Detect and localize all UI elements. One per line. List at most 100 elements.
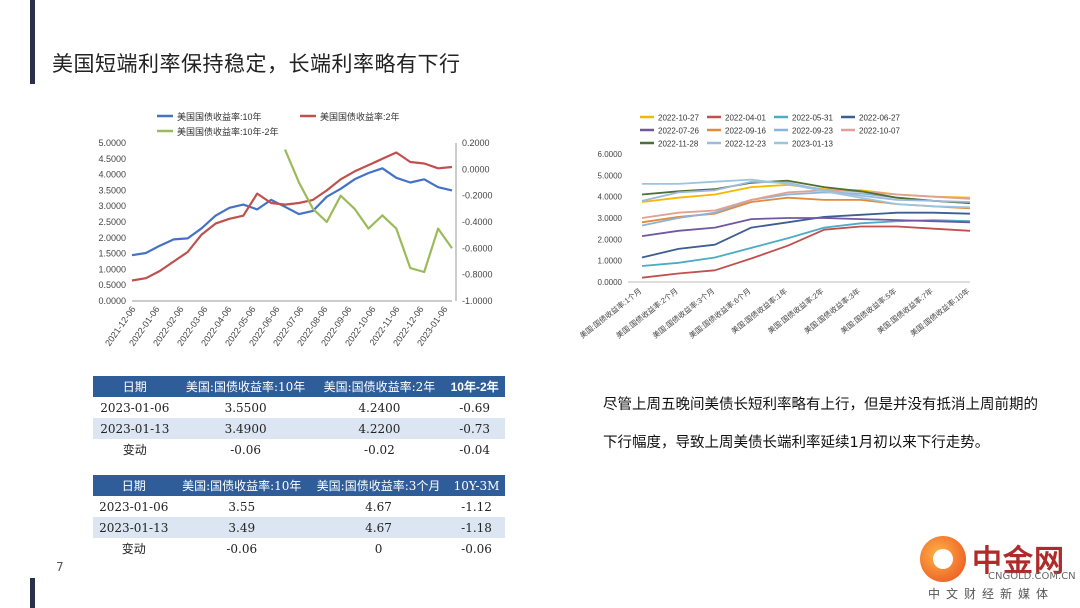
table-cell: 2023-01-06 [99,499,169,514]
y-tick-label: 4.0000 [598,193,623,202]
legend-label: 2022-09-16 [725,127,766,136]
series-line [283,149,453,274]
y-left-tick-label: 2.0000 [98,233,126,243]
y-left-tick-label: 2.5000 [98,217,126,227]
y-tick-label: 0.0000 [598,278,623,287]
table-row: 变动 -0.06 -0.02 -0.04 [93,439,505,460]
series-line [131,151,453,282]
table-cell: 4.2400 [358,400,401,415]
legend-label: 2022-05-31 [792,114,833,123]
series-line [641,180,971,203]
table-cell: 3.49 [174,517,309,538]
yield-curve-chart: 2022-10-27 2022-04-01 2022-05-31 2022-06-27… [580,114,972,341]
table-cell: 3.4900 [176,418,315,439]
table-header-cell: 日期 [93,475,175,496]
series-line [641,219,971,267]
legend-label: 2022-04-01 [725,114,766,123]
legend-label: 2022-10-07 [859,127,900,136]
table-header-cell: 美国:国债收益率:3个月 [308,475,449,496]
table-cell: -1.18 [448,517,505,538]
y-tick-label: 6.0000 [598,150,623,159]
table-cell: 4.2200 [314,418,445,439]
series-line [131,167,453,257]
logo-domain: CNGOLD.COM.CN [988,571,1076,582]
table-header-row: 日期 美国:国债收益率:10年 美国:国债收益率:3个月 10Y-3M [93,475,505,496]
table-cell: 2023-01-13 [93,418,177,439]
yield-table-10y-3m: 日期 美国:国债收益率:10年 美国:国债收益率:3个月 10Y-3M 2023… [93,475,505,559]
table-cell: 2023-01-13 [93,517,175,538]
x-category-label: 美国:国债收益率:1个月 [580,286,643,341]
table-row: 2023-01-13 3.49 4.67 -1.18 [93,517,505,538]
y-tick-label: 2.0000 [598,235,623,244]
table-cell: -0.06 [461,541,492,556]
y-right-tick-label: -0.4000 [462,217,493,227]
x-category-label: 美国:国债收益率:3个月 [650,286,716,341]
legend-label: 2022-09-23 [792,127,833,136]
table-header-cell: 10Y-3M [448,475,505,496]
table-cell: -0.73 [444,418,505,439]
legend-label: 美国国债收益率:10年 [177,111,262,122]
table-header-cell: 日期 [93,376,177,397]
y-right-tick-label: 0.2000 [462,138,490,148]
y-tick-label: 3.0000 [598,214,623,223]
logo-slogan: 中文财经新媒体 [928,587,1055,601]
table-cell: -0.69 [459,400,491,415]
legend-label: 2022-11-28 [658,140,699,149]
table-row: 2023-01-06 3.55 4.67 -1.12 [93,496,505,517]
y-left-tick-label: 1.0000 [98,264,126,274]
legend-label: 2023-01-13 [792,140,833,149]
table-cell: -0.06 [230,442,261,457]
table-cell: 2023-01-06 [100,400,170,415]
table-header-cell: 美国:国债收益率:2年 [314,376,445,397]
y-left-tick-label: 4.0000 [98,170,126,180]
table-cell: 0 [374,541,383,556]
series-line [641,211,971,259]
series-line [641,179,971,204]
yield-table-10y-2y: 日期 美国:国债收益率:10年 美国:国债收益率:2年 10年-2年 2023-… [93,376,505,460]
y-right-tick-label: -0.2000 [462,191,493,201]
table-cell: 4.67 [365,499,392,514]
table-cell: 4.67 [308,517,449,538]
logo-mark-icon [920,536,966,582]
table-cell: 变动 [121,542,146,556]
legend-label: 美国国债收益率:10年-2年 [177,126,279,137]
y-left-tick-label: 0.0000 [98,296,126,306]
series-line [641,225,971,279]
table-header-cell: 10年-2年 [444,376,505,397]
y-left-tick-label: 4.5000 [98,154,126,164]
table-cell: -0.04 [459,442,491,457]
page-title: 美国短端利率保持稳定，长端利率略有下行 [52,52,461,76]
page-number: 7 [56,560,64,574]
footer-accent-bar [30,578,35,608]
table-cell: 变动 [122,443,147,457]
x-category-label: 美国:国债收益率:10年 [908,285,972,338]
table-cell: -0.06 [226,541,258,556]
legend-label: 2022-07-26 [658,127,699,136]
series-line [641,189,971,219]
y-left-tick-label: 0.5000 [98,280,126,290]
table-row: 变动 -0.06 0 -0.06 [93,538,505,559]
y-left-tick-label: 3.0000 [98,201,126,211]
series-line [642,178,971,209]
legend-label: 美国国债收益率:2年 [320,111,400,122]
y-right-tick-label: -0.6000 [462,243,493,253]
y-tick-label: 1.0000 [598,257,623,266]
table-cell: -0.02 [364,442,395,457]
legend-label: 2022-06-27 [859,114,900,123]
table-cell: 3.55 [228,499,256,514]
table-header-cell: 美国:国债收益率:10年 [174,475,309,496]
table-header-cell: 美国:国债收益率:10年 [176,376,315,397]
table-row: 2023-01-13 3.4900 4.2200 -0.73 [93,418,505,439]
table-row: 2023-01-06 3.5500 4.2400 -0.69 [93,397,505,418]
table-cell: 3.5500 [224,400,267,415]
title-accent-bar [30,0,35,84]
logo-name: 中金网 [972,544,1065,579]
y-left-tick-label: 3.5000 [98,185,126,195]
x-category-label: 美国:国债收益率:2个月 [614,286,680,341]
legend-label: 2022-10-27 [658,114,699,123]
cngold-logo: 中金网 CNGOLD.COM.CN 中文财经新媒体 [920,534,1080,608]
y-right-tick-label: -0.8000 [462,270,493,280]
table-header-row: 日期 美国:国债收益率:10年 美国:国债收益率:2年 10年-2年 [93,376,505,397]
x-category-label: 美国:国债收益率:6个月 [687,286,753,341]
